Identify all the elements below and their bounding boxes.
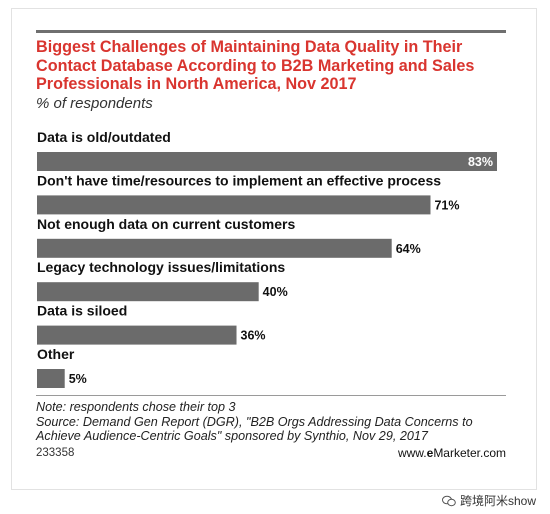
bar [37,282,259,302]
bar [37,238,392,258]
source-text: Source: Demand Gen Report (DGR), "B2B Or… [36,414,473,444]
value-label: 83% [468,155,493,169]
chart-notes: Note: respondents chose their top 3 Sour… [36,400,506,444]
value-label: 36% [241,329,266,343]
watermark: 跨境阿米show [441,492,536,509]
bar [37,325,237,345]
value-label: 5% [69,372,87,386]
chart-title: Biggest Challenges of Maintaining Data Q… [36,38,475,94]
category-label: Other [37,346,75,362]
category-label: Data is old/outdated [37,129,171,145]
bar [37,152,497,171]
category-label: Not enough data on current customers [37,216,295,232]
wechat-icon [441,495,456,506]
value-label: 40% [263,285,288,299]
bottom-rule [36,395,506,396]
bar [37,369,65,388]
watermark-text: 跨境阿米show [459,494,536,508]
category-label: Data is siloed [37,303,127,319]
value-label: 64% [396,242,421,256]
chart-subtitle: % of respondents [36,95,153,112]
value-label: 71% [434,198,459,212]
chart-id: 233358 [36,447,75,459]
emarketer-link[interactable]: www.eMarketer.com [397,446,506,460]
top-rule [36,30,506,33]
bar [37,195,431,215]
note-text: Note: respondents chose their top 3 [36,400,236,414]
category-label: Don't have time/resources to implement a… [37,172,441,188]
category-label: Legacy technology issues/limitations [37,259,285,275]
